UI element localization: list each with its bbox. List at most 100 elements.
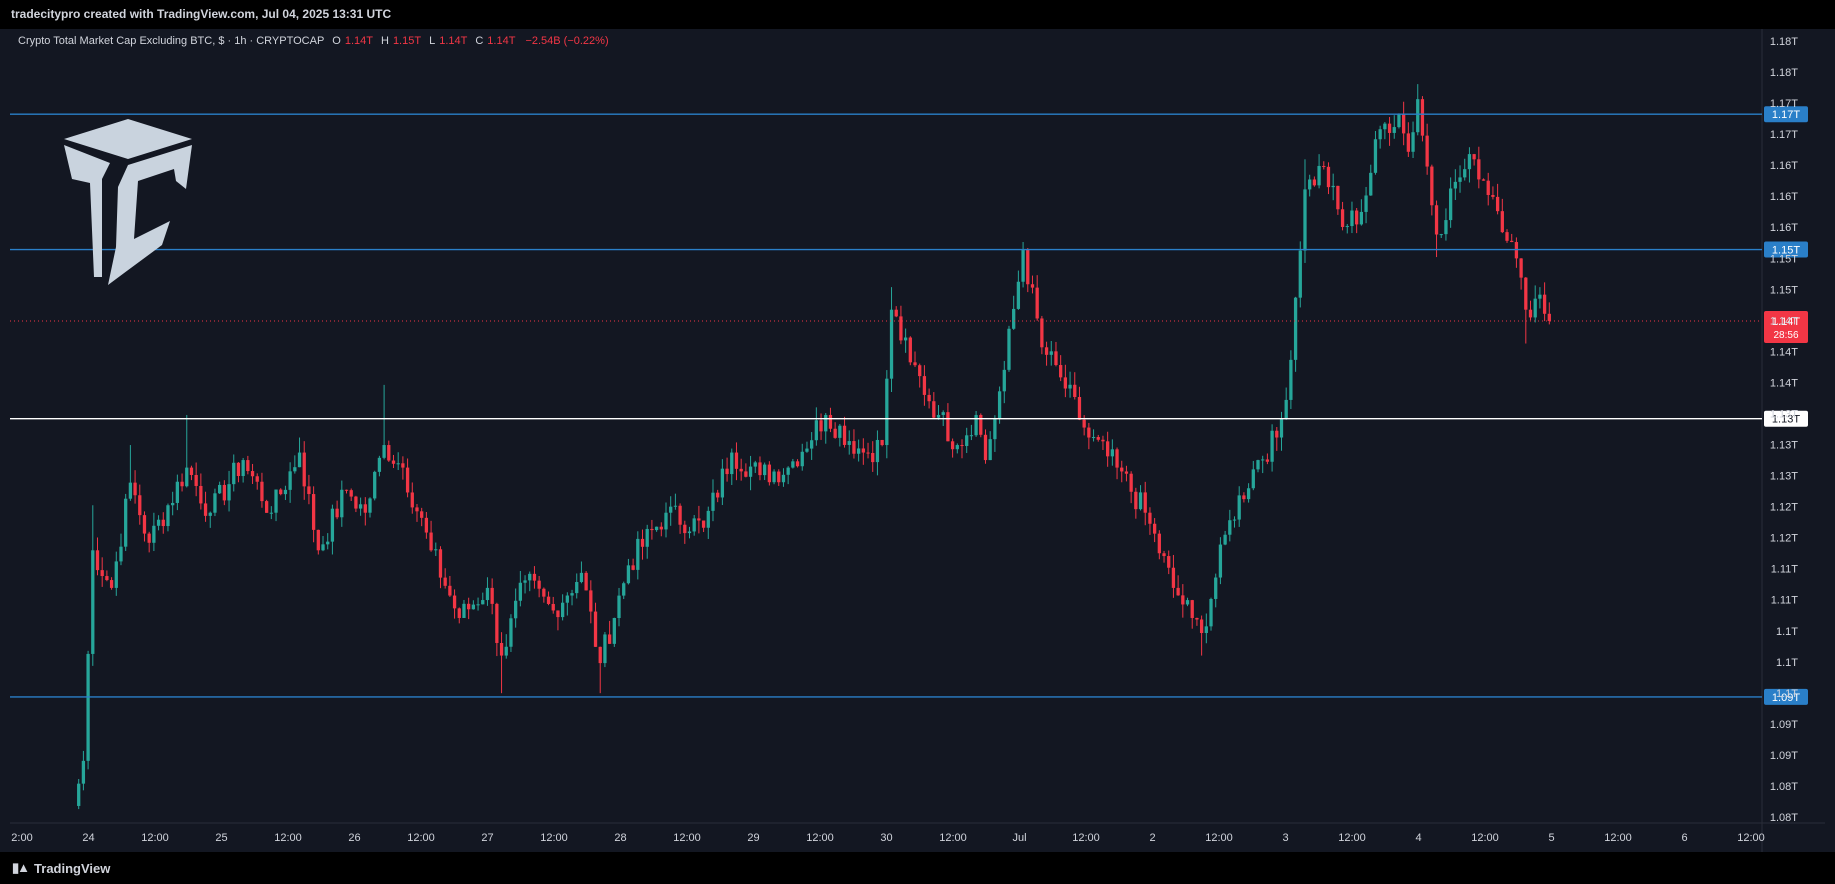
candle-body (1528, 309, 1533, 318)
candle-body (786, 467, 790, 475)
x-tick-label: 12:00 (1737, 832, 1765, 844)
candle-body (1002, 369, 1006, 392)
candle-body (504, 646, 508, 656)
candle-body (824, 414, 828, 432)
candle-body (1331, 185, 1335, 188)
y-tick-label: 1.18T (1770, 67, 1798, 79)
candle-body (1223, 534, 1227, 545)
candle-body (124, 498, 128, 547)
candle-body (1265, 459, 1270, 462)
candlestick-chart[interactable]: 1.17T 1.15T 1.13T 1.09T 1.14T 28:56 1.18T 1.18T… (10, 29, 1825, 852)
y-tick-label: 1.16T (1770, 222, 1798, 234)
candle-body (1120, 467, 1124, 472)
candle-body (1322, 165, 1326, 167)
candle-body (584, 572, 588, 591)
candle-body (819, 420, 823, 432)
candle-body (203, 503, 208, 516)
candle-body (1472, 154, 1476, 160)
candle-body (485, 587, 490, 601)
brand-label: TradingView (34, 860, 111, 876)
candle-body (415, 507, 419, 512)
candle-body (570, 593, 574, 596)
candle-body (532, 573, 537, 581)
candle-body (687, 531, 692, 534)
close-value: 1.14T (487, 35, 516, 47)
candle-body (1190, 600, 1194, 618)
candle-body (109, 580, 114, 588)
candle-body (1448, 188, 1453, 221)
y-tick-label: 1.13T (1770, 471, 1798, 483)
candle-body (1289, 359, 1293, 400)
candle-body (448, 585, 452, 596)
candle-body (128, 482, 133, 499)
x-tick-label: 12:00 (1604, 832, 1632, 844)
candle-body (222, 484, 226, 501)
candle-body (800, 451, 804, 467)
change-value: −2.54B (−0.22%) (525, 35, 609, 47)
candle-body (908, 337, 912, 363)
last-price-countdown: 28:56 (1773, 330, 1798, 341)
y-tick-label: 1.1T (1776, 657, 1798, 669)
candle-body (889, 309, 894, 379)
candle-body (1547, 313, 1551, 321)
candle-body (683, 524, 687, 534)
y-tick-label: 1.16T (1770, 160, 1798, 172)
candle-body (1242, 495, 1246, 500)
candle-body (250, 471, 255, 477)
x-tick-label: 12:00 (673, 832, 701, 844)
candle-body (509, 618, 513, 647)
footer-bar: ▮▲ TradingView (0, 852, 1835, 884)
candle-body (894, 309, 898, 317)
candle-body (514, 600, 518, 619)
candle-body (1054, 351, 1058, 366)
candle-body (1279, 418, 1284, 438)
candle-body (1185, 600, 1190, 605)
candle-body (767, 464, 772, 483)
tradingview-brand[interactable]: ▮▲ TradingView (12, 860, 110, 876)
candle-body (1336, 185, 1340, 210)
x-tick-label: 4 (1415, 832, 1421, 844)
candle-body (1369, 172, 1373, 196)
candle-body (1312, 179, 1317, 186)
candle-body (1026, 249, 1030, 285)
candle-body (396, 463, 400, 465)
candle-body (340, 489, 344, 518)
candle-body (358, 504, 363, 509)
candle-body (997, 391, 1002, 419)
candle-body (673, 505, 678, 507)
y-tick-label: 1.14T (1770, 377, 1798, 389)
y-tick-label: 1.15T (1770, 253, 1798, 265)
candle-body (316, 529, 320, 551)
candle-body (330, 508, 335, 542)
candle-body (1007, 328, 1011, 370)
candle-body (1275, 430, 1279, 438)
level-tag-bg (1764, 688, 1808, 705)
candle-body (528, 573, 532, 581)
candle-body (255, 476, 259, 482)
candle-body (373, 471, 377, 499)
candle-body (810, 440, 814, 449)
candle-body (880, 439, 884, 446)
candle-body (772, 471, 776, 483)
candle-body (979, 414, 983, 435)
candle-body (579, 572, 584, 583)
candle-body (274, 489, 278, 513)
candle-body (1425, 135, 1429, 167)
candle-body (556, 610, 560, 618)
candle-body (499, 642, 504, 656)
candle-body (1477, 159, 1481, 180)
candle-body (607, 634, 612, 644)
candle-body (1542, 294, 1547, 314)
candle-body (1430, 166, 1434, 206)
candle-body (288, 471, 292, 490)
chart-frame[interactable]: 1.17T 1.15T 1.13T 1.09T 1.14T 28:56 1.18T 1.18T… (10, 29, 1825, 852)
candle-body (1204, 626, 1208, 634)
y-tick-label: 1.17T (1770, 98, 1798, 110)
candle-body (1171, 567, 1176, 588)
candle-body (387, 445, 391, 461)
candle-body (856, 448, 861, 454)
candle-body (1340, 209, 1345, 227)
candle-body (974, 414, 978, 436)
level-tag-bg (1764, 241, 1808, 258)
candle-body (1392, 127, 1396, 133)
